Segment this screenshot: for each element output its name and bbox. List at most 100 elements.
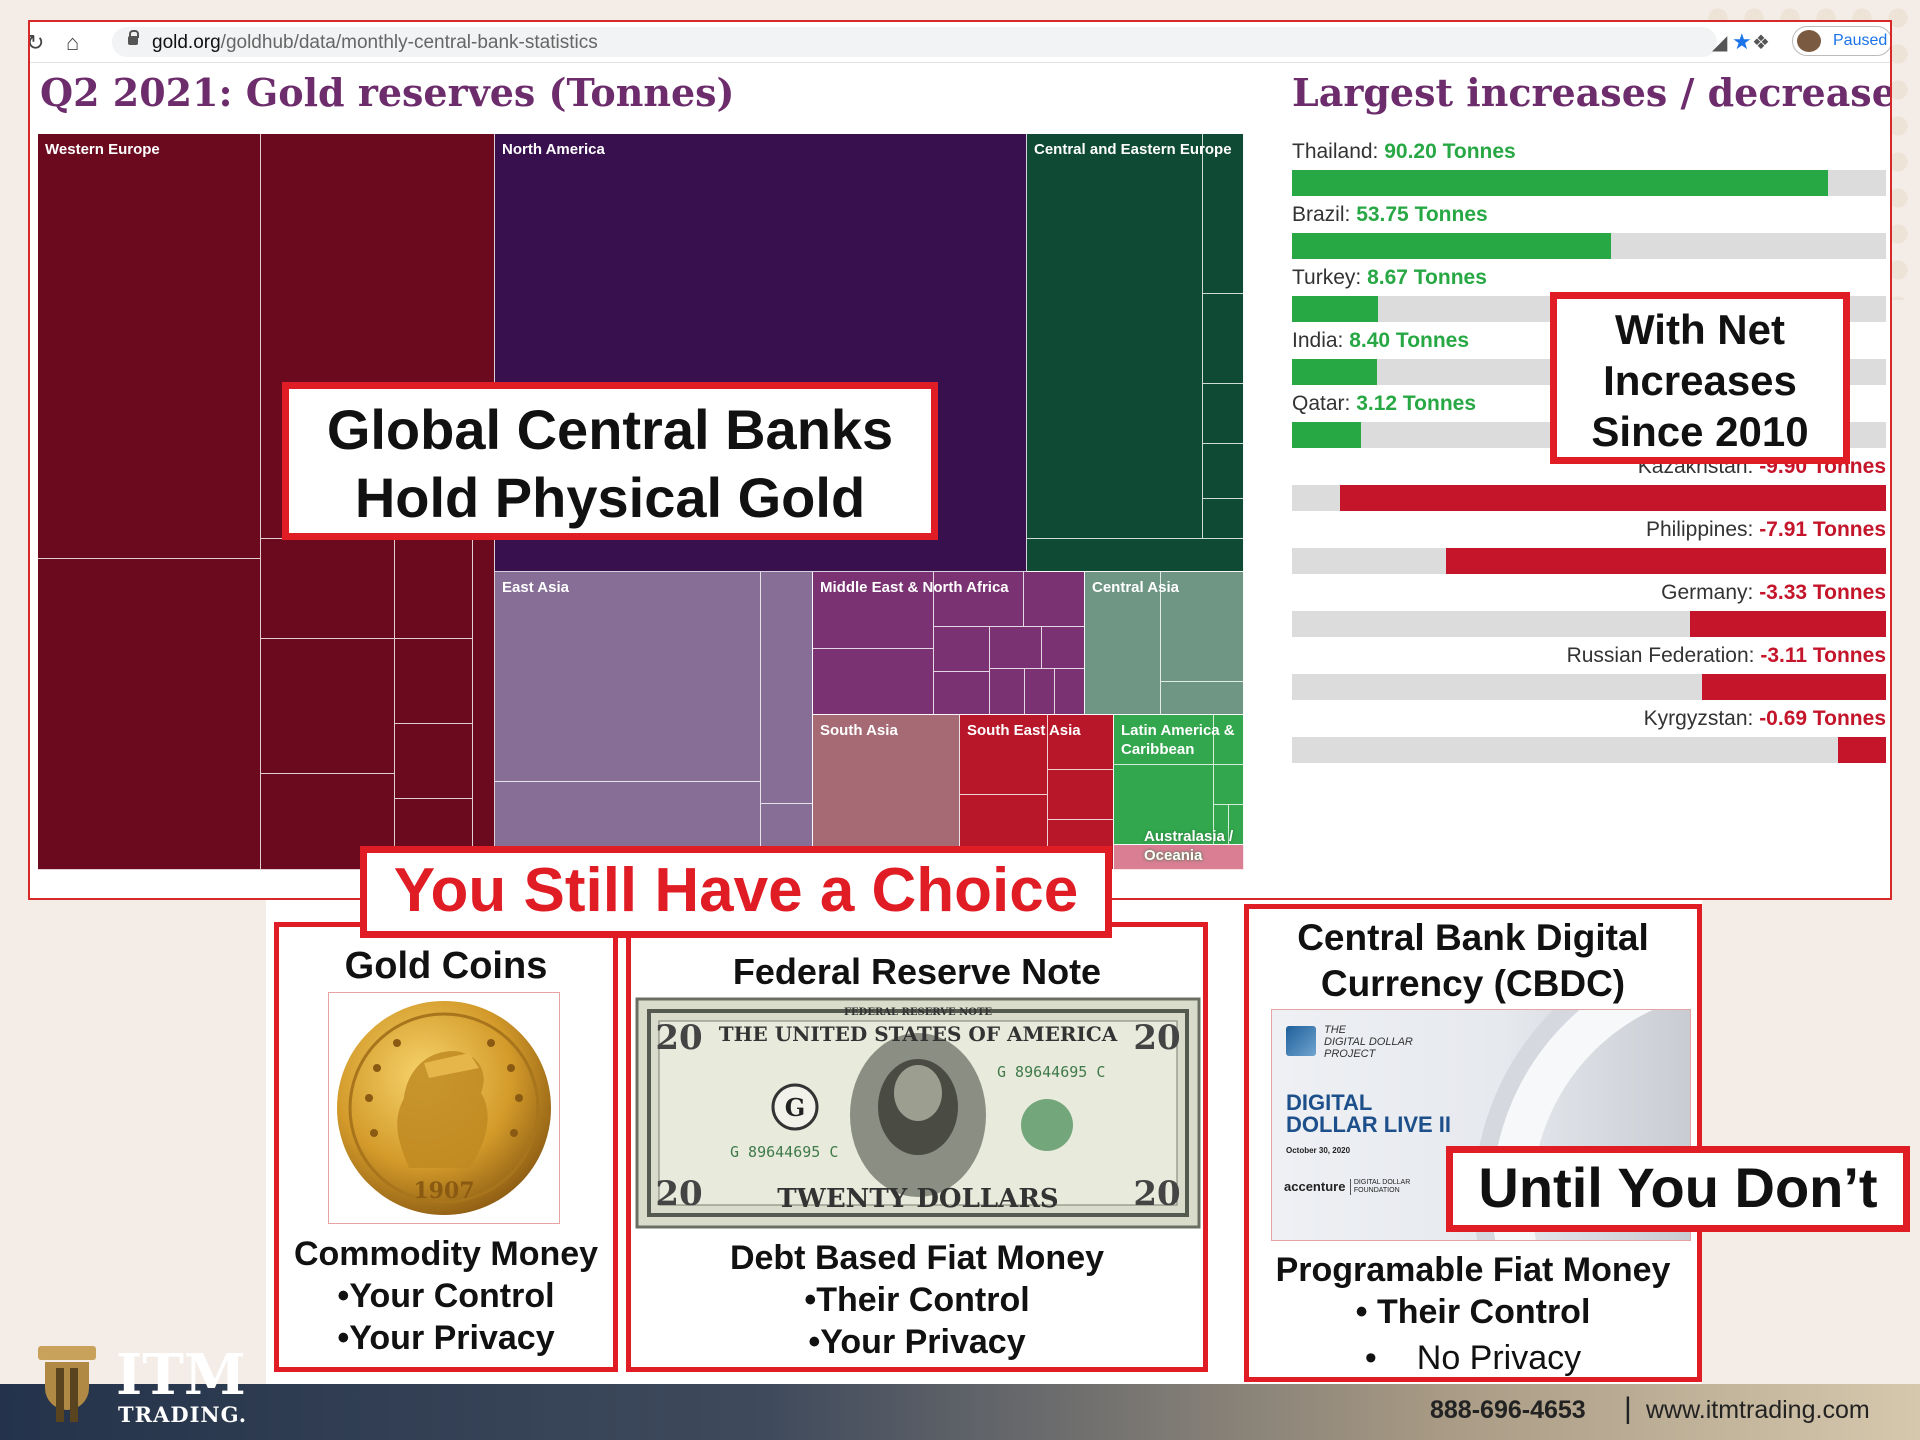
sponsor-logos: accenture DIGITAL DOLLAR FOUNDATION [1284,1178,1411,1195]
callout-net-line1: With Net [1615,306,1785,353]
treemap-cell-central-asia[interactable]: Central Asia [1085,572,1244,715]
bill-usa-text: THE UNITED STATES OF AMERICA [719,1022,1118,1046]
change-value: -3.11 Tonnes [1760,644,1886,667]
footer-separator: | [1624,1392,1632,1425]
bar-fill-decrease[interactable] [1701,674,1886,700]
bar-label-increase: India: 8.40 Tonnes [1292,329,1469,353]
country-name: Germany: [1661,581,1760,604]
treemap-cell-australasia[interactable]: Australasia / Oceania [1114,828,1244,870]
callout-until: Until You Don’t [1446,1146,1910,1232]
bar-fill-increase[interactable] [1292,170,1828,196]
country-name: India: [1292,329,1350,352]
treemap-label-mena: Middle East & North Africa [820,579,1009,596]
bar-label-increase: Brazil: 53.75 Tonnes [1292,203,1488,227]
panel-federal-reserve-note: Federal Reserve Note G FEDERAL RESERVE N… [626,922,1208,1372]
bill-denom-tr: 20 [1133,1018,1180,1058]
treemap-label-central-asia: Central Asia [1092,579,1179,596]
treemap-cell-central-eastern-europe[interactable]: Central and Eastern Europe [1027,134,1244,572]
gold-coin-icon: 1907 [337,1001,551,1215]
change-value: 8.67 Tonnes [1367,266,1487,289]
footer-phone[interactable]: 888-696-4653 [1430,1396,1586,1424]
bar-label-decrease: Philippines: -7.91 Tonnes [1646,518,1886,542]
bar-fill-decrease[interactable] [1339,485,1886,511]
treemap-cell-east-asia[interactable]: East Asia [495,572,813,870]
digital-dollar-live-title: DIGITAL DOLLAR LIVE II [1286,1090,1451,1137]
treemap-cell-south-asia[interactable]: South Asia [813,715,960,870]
change-value: 8.40 Tonnes [1349,329,1470,352]
bar-track [1292,170,1886,196]
callout-net-line2: Increases [1603,357,1797,404]
panel-gold-coins: Gold Coins 1907 Commodity Money •Your Co… [274,922,618,1372]
panel-cbdc: Central Bank Digital Currency (CBDC) THE… [1244,904,1702,1382]
treemap-label-latin-america: Latin America & Caribbean [1121,722,1235,758]
gold-coin-image: 1907 [328,992,560,1224]
chart-extension-icon[interactable]: ◢ [1712,32,1728,54]
treemap-label-western-europe: Western Europe [45,141,160,158]
home-icon[interactable]: ⌂ [66,30,80,55]
country-name: Turkey: [1292,266,1368,289]
bill-denom-br: 20 [1133,1174,1180,1214]
fed-title: Federal Reserve Note [732,951,1102,992]
change-value: 90.20 Tonnes [1384,140,1516,163]
changes-title: Largest increases / decreases [1292,70,1892,115]
bar-track [1292,548,1886,574]
gold-line-3: •Your Privacy [337,1319,555,1357]
lock-icon [128,30,139,45]
bar-fill-increase[interactable] [1292,296,1378,322]
treemap-cell-mena[interactable]: Middle East & North Africa [813,572,1085,715]
bar-track [1292,674,1886,700]
callout-central-banks: Global Central Banks Hold Physical Gold [282,382,938,540]
bill-top-text: FEDERAL RESERVE NOTE [844,1007,992,1018]
puzzle-extension-icon[interactable]: ❖ [1752,32,1770,54]
cbdc-title-2: Currency (CBDC) [1320,963,1626,1004]
bar-label-increase: Qatar: 3.12 Tonnes [1292,392,1476,416]
gold-line-2: •Your Control [337,1277,555,1315]
treemap-cell-latin-america[interactable]: Latin America & Caribbean [1114,715,1244,845]
treemap-label-east-asia: East Asia [502,579,569,596]
bar-fill-increase[interactable] [1292,233,1612,259]
fed-line-3: •Your Privacy [808,1323,1026,1361]
footer-website[interactable]: www.itmtrading.com [1646,1396,1870,1424]
country-name: Qatar: [1292,392,1357,415]
bar-fill-decrease[interactable] [1838,737,1886,763]
bar-fill-decrease[interactable] [1446,548,1886,574]
url-field[interactable]: gold.org/goldhub/data/monthly-central-ba… [112,27,1752,57]
treemap-label-north-america: North America [502,141,605,158]
country-name: Russian Federation: [1566,644,1761,667]
country-name: Kyrgyzstan: [1643,707,1760,730]
footer-bar: 888-696-4653 | www.itmtrading.com [0,1384,1920,1440]
bar-fill-increase[interactable] [1292,422,1362,448]
bookmark-star-icon[interactable]: ★ [1732,29,1752,54]
profile-status: Paused [1833,32,1888,49]
project-text: THE DIGITAL DOLLAR PROJECT [1324,1024,1413,1060]
change-value: 53.75 Tonnes [1356,203,1488,226]
cbdc-line-2: • Their Control [1355,1293,1591,1331]
callout-central-banks-line2: Hold Physical Gold [354,466,866,529]
bar-label-decrease: Germany: -3.33 Tonnes [1661,581,1886,605]
bar-fill-decrease[interactable] [1689,611,1886,637]
treemap-title: Q2 2021: Gold reserves (Tonnes) [40,70,735,115]
svg-text:G: G [785,1093,806,1122]
reload-icon[interactable]: ↻ [30,30,44,56]
country-name: Thailand: [1292,140,1385,163]
itm-logo-subtext: TRADING. [118,1402,248,1427]
cbdc-title-1: Central Bank Digital [1297,917,1649,958]
treemap-label-australasia: Australasia / Oceania [1144,828,1234,864]
bar-fill-increase[interactable] [1292,359,1378,385]
bill-serial-top: G 89644695 C [997,1063,1105,1081]
bar-label-decrease: Russian Federation: -3.11 Tonnes [1567,644,1886,668]
bar-label-increase: Thailand: 90.20 Tonnes [1292,140,1516,164]
treemap-cell-south-east-asia[interactable]: South East Asia [960,715,1114,870]
coin-year: 1907 [413,1178,474,1204]
bar-label-decrease: Kyrgyzstan: -0.69 Tonnes [1644,707,1886,731]
bar-track [1292,233,1886,259]
url-text: gold.org/goldhub/data/monthly-central-ba… [152,32,598,53]
profile-button[interactable]: Paused [1792,26,1890,56]
country-name: Philippines: [1645,518,1760,541]
event-date: October 30, 2020 [1286,1146,1351,1155]
fed-line-2: •Their Control [804,1281,1030,1319]
bar-track [1292,485,1886,511]
treemap-label-south-asia: South Asia [820,722,898,739]
change-value: -0.69 Tonnes [1759,707,1886,730]
change-value: -3.33 Tonnes [1759,581,1886,604]
